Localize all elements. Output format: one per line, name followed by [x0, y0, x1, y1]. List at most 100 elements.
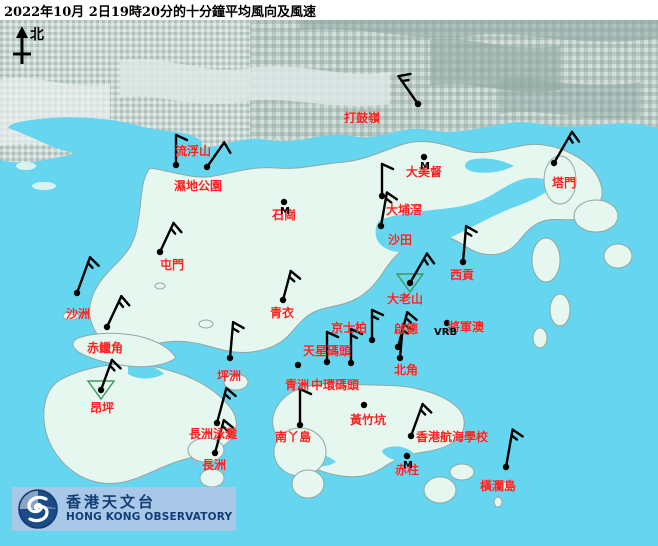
wind-barb-half	[108, 364, 116, 372]
hko-logo: 香港天文台 HONG KONG OBSERVATORY	[12, 487, 236, 531]
station-dot[interactable]	[443, 319, 451, 327]
station-label[interactable]: 大埔滘	[385, 203, 423, 217]
wind-barb-half	[288, 275, 296, 283]
station-label[interactable]: 坪洲	[216, 369, 242, 383]
islets	[62, 155, 633, 508]
station-label[interactable]: 濕地公園	[173, 179, 223, 193]
station-label[interactable]: 昂坪	[89, 401, 115, 415]
station-label[interactable]: 屯門	[159, 258, 185, 272]
station-dot[interactable]	[360, 401, 368, 409]
station-label[interactable]: 將軍澳	[447, 320, 485, 334]
wind-barb-full	[406, 311, 418, 322]
wind-barb-full	[289, 269, 302, 280]
station-label[interactable]: 京士柏	[330, 321, 368, 335]
station-dot[interactable]	[280, 198, 288, 206]
station-label[interactable]: 青洲	[284, 378, 310, 392]
wind-barb-full	[349, 327, 364, 336]
station-label[interactable]: 青衣	[269, 306, 295, 320]
wind-barb-full	[222, 418, 235, 430]
map-canvas[interactable]: 打鼓嶺 流浮山 濕地公園 M 石崗 M 大美督 塔門 大埔滘 沙田 屯門 沙洲 赤鱲角 西貢 大老山 VRB 將…	[0, 20, 658, 546]
station-label[interactable]: 大美督	[405, 165, 443, 179]
station-dot[interactable]	[420, 153, 428, 161]
station-label[interactable]: 北角	[393, 363, 419, 377]
wind-barb-half	[510, 434, 519, 441]
deep-bay	[8, 117, 203, 173]
wind-barb-full	[570, 130, 581, 143]
wind-barb-layer	[73, 72, 581, 471]
wind-barb-half	[384, 197, 393, 204]
hko-swirl-logo-icon	[18, 489, 58, 529]
wind-barb-full	[172, 221, 183, 234]
station-label[interactable]: 塔門	[551, 176, 577, 190]
wind-barb-half	[464, 230, 473, 237]
victoria-harbour	[253, 348, 452, 388]
station-label[interactable]: 南丫島	[274, 430, 312, 444]
chek-lap-kok	[72, 332, 177, 368]
wind-barb-full	[298, 387, 313, 396]
station-label[interactable]: 赤鱲角	[86, 341, 124, 355]
wind-barb-shaft	[205, 141, 226, 169]
wind-barb-full	[110, 358, 122, 370]
station-label[interactable]: 打鼓嶺	[343, 111, 381, 125]
station-label[interactable]: 中環碼頭	[310, 378, 360, 392]
station-label[interactable]: 啟德	[393, 322, 419, 336]
wind-barb-half	[400, 78, 410, 83]
wind-barb-full	[401, 322, 415, 332]
north-label: 北	[30, 27, 44, 43]
station-label[interactable]: 流浮山	[174, 144, 212, 158]
title-bar: 2022年10月 2日19時20分的十分鐘平均風向及風速	[0, 0, 658, 20]
hko-logo-text: 香港天文台 HONG KONG OBSERVATORY	[66, 495, 232, 523]
station-label[interactable]: 橫瀾島	[479, 479, 517, 493]
station-label[interactable]: 天星碼頭	[302, 344, 352, 358]
station-label[interactable]: 長洲泳灘	[188, 427, 238, 441]
north-arrow-icon	[13, 26, 31, 64]
wind-barb-full	[120, 294, 131, 307]
wind-barb-half	[419, 408, 427, 416]
wind-barb-full	[464, 224, 478, 234]
wind-barb-half	[117, 300, 125, 309]
wind-barb-full	[225, 387, 237, 398]
station-label[interactable]: 赤柱	[394, 463, 420, 477]
port-shelter	[446, 304, 513, 348]
hko-logo-en: HONG KONG OBSERVATORY	[66, 511, 233, 524]
wind-barb-full	[380, 162, 395, 171]
hko-logo-zh: 香港天文台	[66, 493, 157, 512]
station-flag-m: M	[403, 460, 413, 471]
wind-barb-half	[422, 257, 429, 266]
station-dot[interactable]	[294, 361, 302, 369]
wind-barb-full	[174, 133, 189, 142]
station-dot[interactable]	[403, 452, 411, 460]
wind-barb-full	[223, 141, 232, 155]
wind-barb-full	[511, 428, 524, 438]
station-label[interactable]: 石崗	[271, 208, 297, 222]
station-label[interactable]: 黃竹坑	[349, 413, 387, 427]
wind-barb-full	[231, 320, 245, 330]
wind-barb-full	[325, 330, 340, 339]
page-title: 2022年10月 2日19時20分的十分鐘平均風向及風速	[4, 5, 317, 20]
wind-barb-full	[385, 191, 399, 201]
station-label[interactable]: 西貢	[449, 268, 475, 282]
wind-barb-half	[231, 326, 240, 333]
station-label[interactable]: 沙洲	[65, 307, 91, 321]
basemap-svg	[0, 20, 658, 546]
station-label[interactable]: 香港航海學校	[415, 430, 489, 444]
station-label[interactable]: 沙田	[387, 233, 413, 247]
station-flag-m: M	[280, 206, 290, 217]
station-label[interactable]: 長洲	[201, 458, 227, 472]
tolo-harbour	[375, 177, 556, 252]
station-label[interactable]: 大老山	[386, 292, 424, 306]
station-flag-m: M	[420, 161, 430, 172]
plover-cove	[465, 158, 514, 173]
station-flag-vrb: VRB	[434, 327, 458, 338]
sai-kung-inlets	[466, 266, 516, 286]
wind-barb-full	[425, 252, 436, 265]
wind-barb-half	[349, 333, 359, 340]
wind-barb-half	[401, 328, 410, 335]
high-level-station-marker	[395, 273, 425, 294]
wind-barb-full	[370, 308, 385, 317]
wind-barb-full	[397, 72, 412, 78]
wind-barb-full	[421, 402, 433, 414]
wind-barb-half	[567, 135, 574, 144]
wind-barb-half	[370, 314, 380, 321]
